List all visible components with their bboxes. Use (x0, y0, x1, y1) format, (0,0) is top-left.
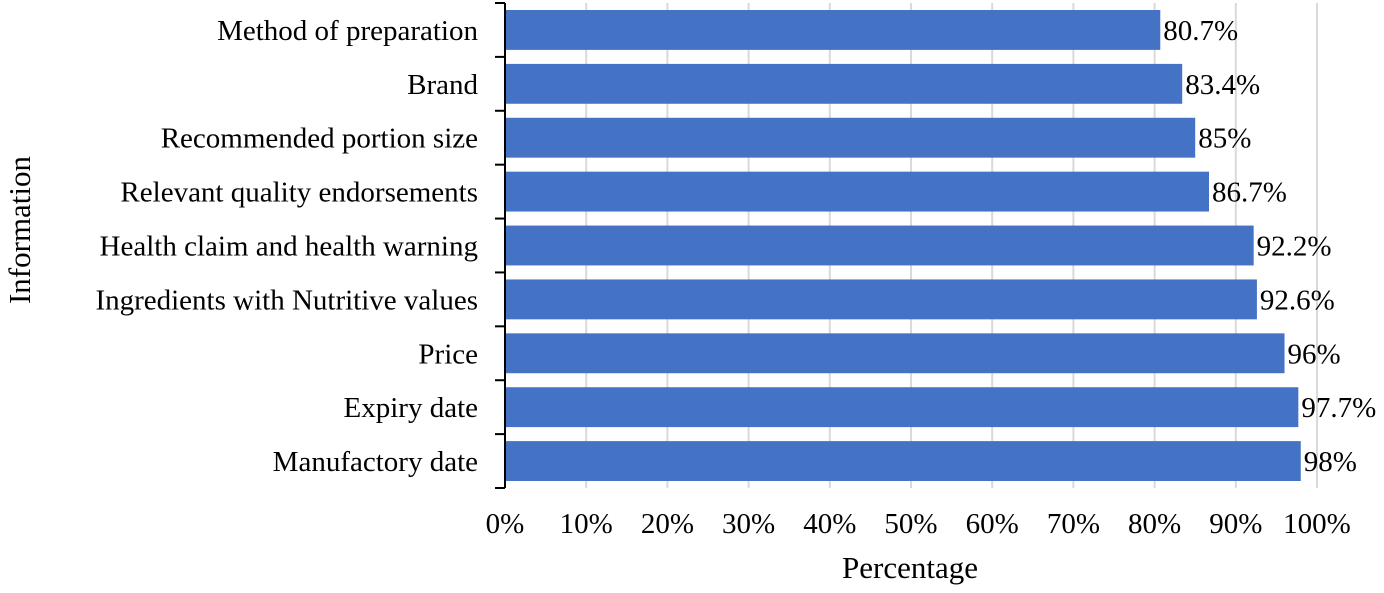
bars (505, 10, 1301, 481)
data-label: 96% (1288, 338, 1341, 370)
category-label: Relevant quality endorsements (120, 177, 478, 209)
data-label: 80.7% (1163, 15, 1238, 47)
bar (505, 333, 1285, 374)
bar (505, 117, 1196, 158)
y-axis-title: Information (2, 155, 37, 304)
bar (505, 63, 1183, 104)
x-axis-title: Percentage (842, 550, 978, 585)
x-tick-label: 60% (966, 508, 1019, 540)
bar (505, 225, 1254, 266)
data-label: 83.4% (1185, 69, 1260, 101)
x-tick-label: 100% (1283, 508, 1351, 540)
data-label: 92.6% (1260, 284, 1335, 316)
category-label: Manufactory date (273, 446, 478, 478)
x-tick-label: 40% (803, 508, 856, 540)
x-tick-label: 70% (1047, 508, 1100, 540)
x-tick-label: 20% (641, 508, 694, 540)
bar (505, 387, 1299, 428)
bar (505, 171, 1210, 212)
category-label: Health claim and health warning (100, 231, 478, 263)
x-tick-label: 30% (722, 508, 775, 540)
category-label: Price (418, 338, 478, 370)
x-tick-label: 50% (884, 508, 937, 540)
category-label: Recommended portion size (161, 123, 478, 155)
x-tick-label: 0% (486, 508, 525, 540)
data-label: 86.7% (1212, 177, 1287, 209)
labels: Method of preparation 80.7% Brand 83.4% Reco… (95, 15, 1376, 540)
category-label: Expiry date (344, 392, 478, 424)
category-label: Method of preparation (217, 15, 478, 47)
data-label: 85% (1198, 123, 1251, 155)
data-label: 97.7% (1301, 392, 1376, 424)
axes (495, 2, 506, 489)
x-tick-label: 10% (560, 508, 613, 540)
bar (505, 10, 1161, 50)
data-label: 98% (1304, 446, 1357, 478)
x-tick-label: 90% (1209, 508, 1262, 540)
x-tick-label: 80% (1128, 508, 1181, 540)
category-label: Ingredients with Nutritive values (95, 284, 478, 316)
data-label: 92.2% (1257, 231, 1332, 263)
bar (505, 279, 1257, 320)
bar (505, 441, 1301, 481)
category-label: Brand (407, 69, 478, 101)
